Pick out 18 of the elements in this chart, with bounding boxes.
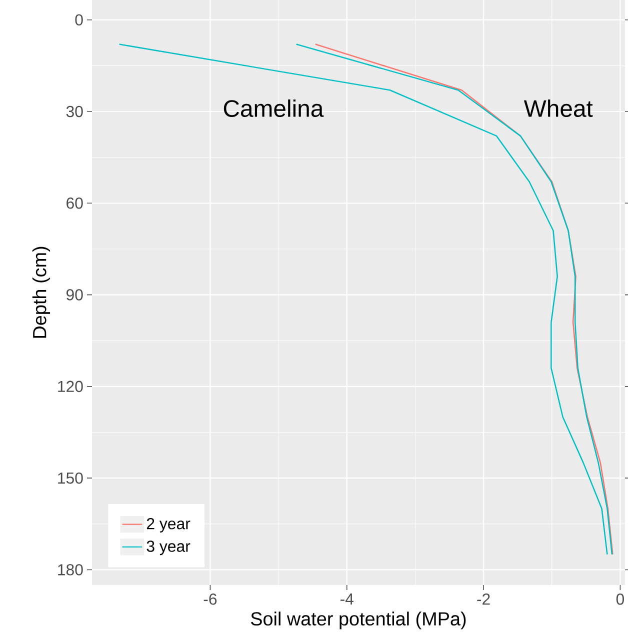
y-tick-label: 180 (58, 564, 83, 576)
x-tick-label: 0 (616, 594, 624, 605)
y-tick-label: 0 (75, 14, 83, 26)
legend-label: 3 year (146, 540, 190, 556)
y-tick-label: 150 (58, 472, 83, 484)
y-tick-label: 90 (66, 289, 83, 300)
x-axis-title: Soil water potential (MPa) (250, 612, 466, 630)
x-tick-label: -6 (204, 594, 217, 605)
y-tick-label: 30 (66, 106, 83, 118)
line-series (118, 44, 608, 556)
annotation: Camelina (224, 99, 324, 118)
x-tick-label: -2 (477, 594, 490, 605)
legend-label: 2 year (146, 518, 190, 532)
x-tick-label: -4 (340, 594, 354, 604)
y-tick-label: 120 (58, 380, 83, 392)
y-axis-title: Depth (cm) (32, 246, 50, 338)
annotation: Wheat (524, 99, 593, 118)
y-tick-label: 60 (66, 198, 83, 209)
